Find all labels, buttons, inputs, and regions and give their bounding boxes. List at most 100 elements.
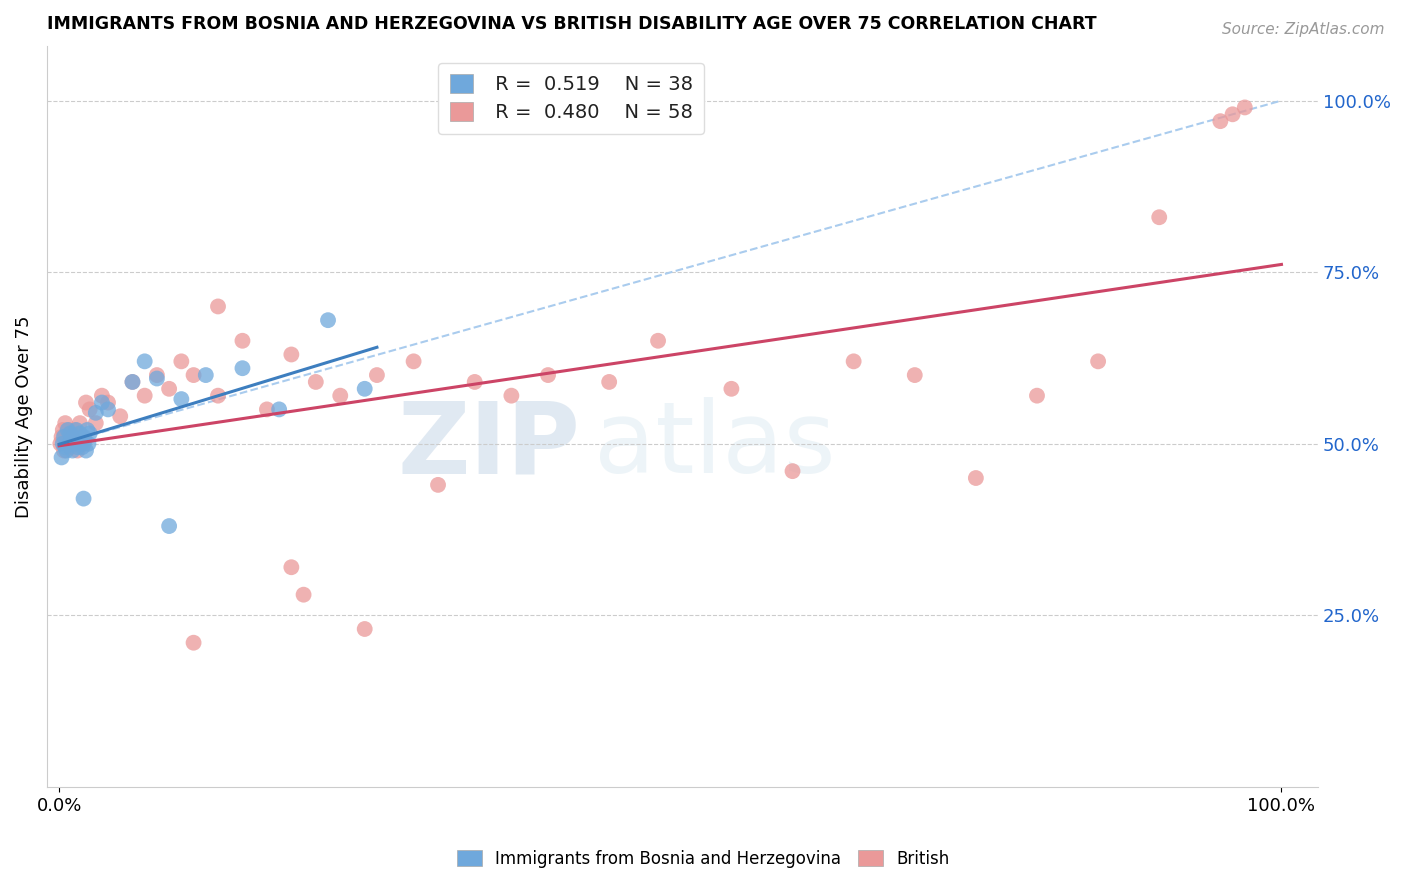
Y-axis label: Disability Age Over 75: Disability Age Over 75 <box>15 315 32 517</box>
Point <box>231 334 253 348</box>
Point <box>134 354 156 368</box>
Point <box>157 382 180 396</box>
Point <box>842 354 865 368</box>
Point <box>62 436 84 450</box>
Point <box>53 416 76 430</box>
Point <box>60 434 83 448</box>
Point <box>537 368 560 382</box>
Point <box>256 402 278 417</box>
Point <box>146 371 169 385</box>
Point <box>1209 114 1232 128</box>
Point <box>69 416 91 430</box>
Point <box>59 426 82 441</box>
Point <box>75 443 97 458</box>
Point <box>58 436 80 450</box>
Point <box>59 440 82 454</box>
Point <box>427 478 450 492</box>
Point <box>207 389 229 403</box>
Point <box>170 354 193 368</box>
Point <box>110 409 132 424</box>
Point <box>66 440 89 454</box>
Point <box>329 389 352 403</box>
Point <box>1222 107 1244 121</box>
Point <box>183 368 205 382</box>
Point <box>72 440 94 454</box>
Point <box>720 382 742 396</box>
Point <box>63 423 86 437</box>
Point <box>647 334 669 348</box>
Point <box>292 588 315 602</box>
Point <box>53 440 76 454</box>
Point <box>97 395 120 409</box>
Text: ZIP: ZIP <box>398 398 581 494</box>
Point <box>60 426 83 441</box>
Point <box>84 406 107 420</box>
Point <box>904 368 927 382</box>
Point <box>70 436 93 450</box>
Point <box>146 368 169 382</box>
Point <box>134 389 156 403</box>
Point <box>76 423 98 437</box>
Point <box>62 430 84 444</box>
Point <box>207 300 229 314</box>
Point <box>194 368 217 382</box>
Point <box>782 464 804 478</box>
Point <box>316 313 339 327</box>
Point <box>70 436 93 450</box>
Point <box>58 423 80 437</box>
Point <box>90 389 112 403</box>
Point <box>75 395 97 409</box>
Point <box>90 395 112 409</box>
Point <box>1233 100 1256 114</box>
Point <box>1026 389 1049 403</box>
Point <box>72 430 94 444</box>
Point <box>402 354 425 368</box>
Point <box>84 416 107 430</box>
Point <box>157 519 180 533</box>
Point <box>51 450 73 465</box>
Point <box>53 443 76 458</box>
Point <box>72 491 94 506</box>
Text: Source: ZipAtlas.com: Source: ZipAtlas.com <box>1222 22 1385 37</box>
Point <box>121 375 143 389</box>
Point <box>49 436 72 450</box>
Point <box>52 436 75 450</box>
Point <box>52 423 75 437</box>
Point <box>464 375 486 389</box>
Point <box>501 389 523 403</box>
Point <box>598 375 620 389</box>
Point <box>65 423 87 437</box>
Point <box>66 443 89 458</box>
Point <box>1147 211 1170 225</box>
Point <box>55 436 77 450</box>
Point <box>55 443 77 458</box>
Point <box>97 402 120 417</box>
Point <box>51 430 73 444</box>
Point <box>67 434 90 448</box>
Point <box>56 430 79 444</box>
Point <box>353 382 375 396</box>
Point <box>280 347 302 361</box>
Point <box>63 436 86 450</box>
Point <box>280 560 302 574</box>
Point <box>269 402 291 417</box>
Point <box>121 375 143 389</box>
Point <box>1087 354 1109 368</box>
Point <box>170 392 193 406</box>
Point <box>366 368 388 382</box>
Point <box>69 426 91 441</box>
Point <box>73 434 96 448</box>
Point <box>56 423 79 437</box>
Point <box>965 471 987 485</box>
Point <box>53 430 76 444</box>
Point <box>79 402 101 417</box>
Text: atlas: atlas <box>593 398 835 494</box>
Point <box>231 361 253 376</box>
Legend: Immigrants from Bosnia and Herzegovina, British: Immigrants from Bosnia and Herzegovina, … <box>450 844 956 875</box>
Point <box>72 436 94 450</box>
Text: IMMIGRANTS FROM BOSNIA AND HERZEGOVINA VS BRITISH DISABILITY AGE OVER 75 CORRELA: IMMIGRANTS FROM BOSNIA AND HERZEGOVINA V… <box>46 15 1097 33</box>
Point <box>79 426 101 441</box>
Point <box>77 436 100 450</box>
Point <box>183 636 205 650</box>
Legend:  R =  0.519    N = 38,  R =  0.480    N = 58: R = 0.519 N = 38, R = 0.480 N = 58 <box>439 62 704 134</box>
